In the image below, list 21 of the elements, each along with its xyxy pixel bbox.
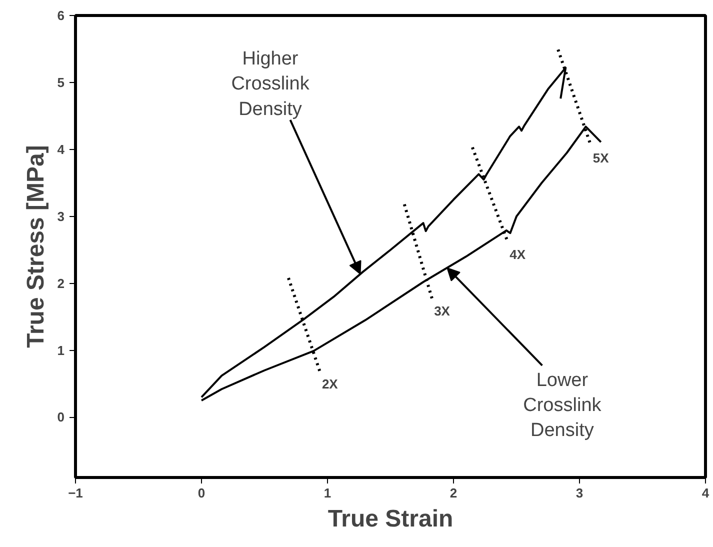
- x-tick-label: 1: [324, 486, 332, 500]
- x-tick-label: −1: [68, 486, 83, 500]
- series-label: 5X: [592, 150, 610, 166]
- annotation: Higher Crosslink Density: [231, 48, 310, 120]
- y-tick-label: 2: [57, 276, 65, 291]
- series-label: 2X: [322, 376, 338, 392]
- y-tick-label: 4: [57, 142, 66, 157]
- series-label: 4X: [510, 246, 526, 262]
- y-axis-title: True Stress [MPa]: [22, 145, 50, 348]
- y-tick-label: 1: [57, 342, 65, 358]
- y-tick-label: 0: [57, 410, 65, 425]
- y-tick-label: 3: [57, 208, 65, 224]
- x-tick-label: 4: [702, 486, 710, 500]
- y-tick-label: 5: [57, 74, 65, 90]
- annotation: Lower Crosslink Density: [523, 370, 602, 442]
- x-tick-label: 0: [198, 486, 206, 500]
- x-tick-label: 3: [576, 486, 584, 500]
- series-label: 3X: [434, 304, 450, 319]
- x-axis-title: True Strain: [328, 506, 454, 532]
- y-tick-label: 6: [57, 8, 65, 23]
- x-tick-label: 2: [450, 486, 458, 500]
